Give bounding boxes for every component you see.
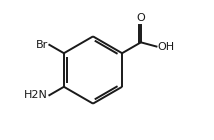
Text: OH: OH (158, 42, 175, 52)
Text: H2N: H2N (24, 90, 48, 100)
Text: O: O (137, 13, 145, 23)
Text: Br: Br (36, 40, 48, 50)
